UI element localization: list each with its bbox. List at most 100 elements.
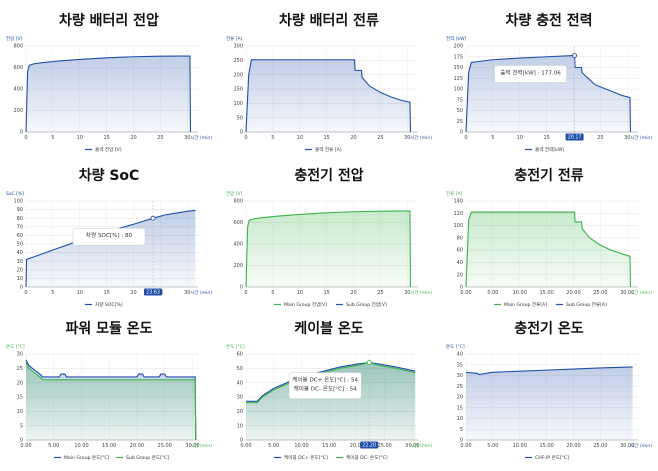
- series-area: [466, 212, 631, 287]
- x-tick-label: 20.00: [566, 290, 580, 296]
- x-tick-label: 20: [130, 135, 136, 141]
- y-axis-label: 전류 [A]: [446, 190, 463, 197]
- chart-title: 파워 모듈 온도: [65, 321, 153, 337]
- y-tick-label: 0: [460, 438, 463, 444]
- x-axis-label: 시간 (min): [410, 289, 432, 296]
- x-tick-label: 0: [244, 290, 247, 296]
- x-tick-label: 5.00: [487, 443, 498, 449]
- x-tick-label: 30: [404, 290, 410, 296]
- chart-title: 충전기 온도: [514, 321, 584, 337]
- x-tick-label: 10: [77, 290, 83, 296]
- y-tick-label: 15: [17, 395, 23, 401]
- series-area: [246, 59, 411, 132]
- x-tick-label: 30.00: [185, 443, 199, 449]
- y-tick-label: 600: [233, 220, 243, 226]
- crosshair-x-badge: [144, 288, 163, 296]
- y-tick-label: 10: [237, 423, 243, 429]
- x-tick-label: 15.00: [322, 443, 336, 449]
- chart-title: 차량 배터리 전압: [59, 13, 159, 29]
- x-tick-label: 25: [597, 135, 603, 141]
- y-tick-label: 0: [20, 438, 23, 444]
- y-tick-label: 20: [17, 380, 23, 386]
- x-tick-label: 15: [323, 135, 329, 141]
- tooltip-box: [288, 372, 362, 399]
- x-axis-label: 시간 (min): [190, 134, 212, 141]
- x-tick-label: 0.00: [460, 443, 471, 449]
- tooltip-text: 차량 SOC[%] : 80: [86, 231, 133, 239]
- series-line: [25, 362, 197, 441]
- x-tick-label: 5: [271, 135, 274, 141]
- legend-label: CHF-IP 온도[°C]: [535, 455, 569, 461]
- x-axis-label: 시간 (min): [410, 134, 432, 141]
- chart-svg: 전류 [A] 0 20 40 60 80 100 120 140 0.00 5.00 10.00 15.…: [446, 190, 652, 308]
- y-tick-label: 250: [233, 58, 243, 64]
- chart-svg: 전류 [A] 0 50 100 150 200 250 300 0 5 10 15 20 25 30 시간 (…: [226, 35, 432, 153]
- x-tick-label: 0: [244, 135, 247, 141]
- chart-title: 차량 충전 전력: [505, 13, 593, 29]
- y-tick-label: 90: [17, 207, 23, 213]
- chart-title: 충전기 전류: [514, 168, 584, 184]
- y-tick-label: 50: [237, 115, 243, 121]
- x-axis-label: 시간 (min): [630, 134, 652, 141]
- x-tick-label: 5.00: [48, 443, 59, 449]
- x-tick-label: 25: [377, 135, 383, 141]
- y-tick-label: 100: [453, 87, 463, 93]
- chart-title: 케이블 온도: [294, 321, 364, 337]
- legend-label: Sub Group 전류[A]: [566, 301, 607, 308]
- y-tick-label: 60: [457, 248, 463, 254]
- legend-label: 출력 전류 [A]: [315, 146, 342, 153]
- hover-point: [150, 215, 156, 221]
- y-tick-label: 20: [457, 272, 463, 278]
- y-tick-label: 0: [240, 438, 243, 444]
- chart-panel: 차량 SoC SoC [%] 0 10 20 30 40 50 60 70 80 90 100 0 5 10 1…: [4, 165, 214, 315]
- y-tick-label: 20: [457, 395, 463, 401]
- series-line: [465, 211, 632, 288]
- x-tick-label: 15.00: [539, 290, 553, 296]
- y-tick-label: 50: [17, 242, 23, 248]
- x-tick-label: 30: [624, 135, 630, 141]
- series-line: [465, 366, 633, 375]
- y-tick-label: 25: [17, 366, 23, 372]
- x-tick-label: 25.00: [378, 443, 392, 449]
- y-tick-label: 400: [13, 87, 23, 93]
- chart-title: 차량 SoC: [78, 168, 140, 184]
- y-tick-label: 0: [20, 285, 23, 291]
- x-tick-label: 15: [103, 290, 109, 296]
- chart-svg: 온도 [°C] 0 5 10 15 20 25 30 35 40 0.00 5.00 10.00 15.0…: [446, 344, 652, 461]
- y-axis-label: SoC [%]: [6, 191, 24, 197]
- x-tick-label: 30: [184, 135, 190, 141]
- y-tick-label: 10: [17, 276, 23, 282]
- y-tick-label: 200: [233, 263, 243, 269]
- legend-label: Main Group 전압[V]: [284, 301, 327, 308]
- y-tick-label: 200: [13, 108, 23, 114]
- x-tick-label: 10.00: [74, 443, 88, 449]
- x-tick-label: 10.00: [513, 290, 527, 296]
- y-tick-label: 175: [453, 54, 463, 60]
- x-tick-label: 20: [130, 290, 136, 296]
- x-tick-label: 10: [77, 135, 83, 141]
- y-axis-label: 온도 [°C]: [6, 344, 25, 350]
- x-axis-label: 시간 (min): [630, 442, 652, 449]
- tooltip-box: [494, 65, 567, 83]
- y-tick-label: 30: [457, 373, 463, 379]
- tooltip-box: [72, 227, 146, 246]
- chart-title: 차량 배터리 전류: [279, 13, 379, 29]
- x-tick-label: 30.00: [620, 443, 634, 449]
- x-tick-label: 0.00: [240, 443, 251, 449]
- x-tick-label: 25.00: [158, 443, 172, 449]
- y-tick-label: 150: [453, 65, 463, 71]
- x-tick-label: 10.00: [513, 443, 527, 449]
- tooltip-text: 케이블 DC- 온도[°C] : 54: [294, 385, 358, 393]
- series-line: [25, 209, 196, 288]
- series-line: [25, 55, 192, 133]
- x-axis-label: 시간 (min): [410, 442, 432, 449]
- tooltip-text: 출력 전력[kW] : 177.06: [500, 68, 561, 76]
- legend-label: 케이블 DC- 온도[°C]: [346, 454, 388, 461]
- crosshair-x-badge: [360, 441, 379, 449]
- y-tick-label: 30: [17, 259, 23, 265]
- x-tick-label: 0: [24, 290, 27, 296]
- series-line: [245, 210, 412, 288]
- x-tick-label: 15: [103, 135, 109, 141]
- chart-svg: 전압 [V] 0 200 400 600 800 0 5 10 15 20 25 30 시간 (min) M…: [226, 190, 432, 308]
